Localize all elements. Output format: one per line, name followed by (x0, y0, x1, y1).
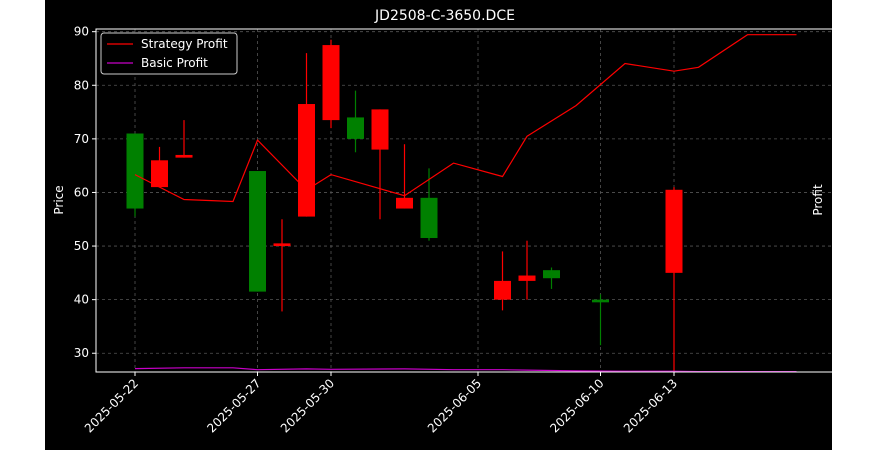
candle-body (322, 45, 340, 121)
y-axis-right-label: Profit (811, 184, 825, 216)
candle-body (371, 109, 389, 150)
y-left-tick-label: 50 (74, 239, 89, 253)
candle-body (175, 154, 193, 158)
x-tick-label: 2025-06-10 (547, 376, 606, 435)
candle-body (665, 189, 683, 273)
y-left-tick-label: 40 (74, 293, 89, 307)
y-left-tick-label: 90 (74, 25, 89, 39)
legend-label-strategy: Strategy Profit (141, 37, 228, 51)
legend-label-basic: Basic Profit (141, 56, 208, 70)
x-tick-label: 2025-05-30 (278, 376, 337, 435)
axes: 30405060708090123456782025-05-222025-05-… (74, 25, 680, 436)
profit-lines (134, 34, 797, 373)
y-axis-left-label: Price (52, 185, 66, 214)
strategy-profit-line (134, 34, 797, 203)
candle-body (151, 160, 168, 188)
candle-body (249, 171, 266, 292)
y-left-tick-label: 30 (74, 346, 89, 360)
candlestick-chart: JD2508-C-3650.DCE 3040506070809012345678… (52, 8, 832, 436)
chart-figure: JD2508-C-3650.DCE 3040506070809012345678… (45, 0, 832, 450)
candle-body (592, 299, 609, 303)
x-tick-label: 2025-06-05 (425, 376, 484, 435)
candle-body (518, 275, 536, 281)
basic-profit-line (134, 367, 797, 373)
x-tick-label: 2025-06-13 (621, 376, 680, 435)
plot-frame (95, 28, 832, 373)
candle-body (396, 197, 413, 209)
candle-body (494, 280, 511, 300)
y-left-tick-label: 80 (74, 78, 89, 92)
candle-body (273, 243, 291, 247)
legend-box (100, 32, 238, 75)
y-left-tick-label: 70 (74, 132, 89, 146)
candle-body (347, 117, 364, 139)
y-left-tick-label: 60 (74, 185, 89, 199)
grid (96, 29, 832, 372)
x-tick-label: 2025-05-27 (204, 376, 263, 435)
chart-title: JD2508-C-3650.DCE (374, 8, 515, 24)
candle-body (298, 104, 315, 217)
legend: Strategy Profit Basic Profit (100, 32, 238, 75)
candles (126, 39, 683, 372)
candle-body (420, 197, 438, 239)
candle-body (126, 133, 144, 209)
candle-body (543, 270, 560, 279)
x-tick-label: 2025-05-22 (82, 376, 141, 435)
